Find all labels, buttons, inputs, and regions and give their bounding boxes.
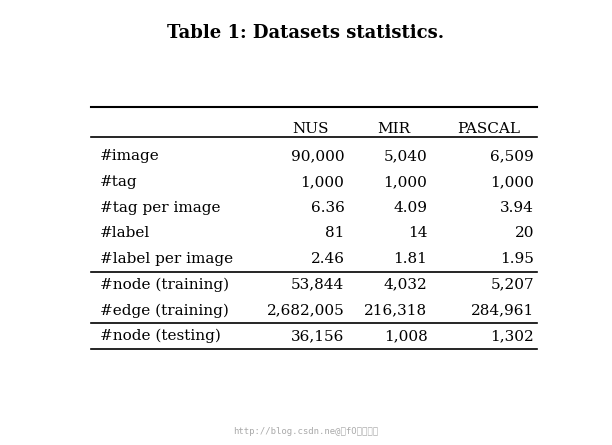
Text: 1,008: 1,008 [384,329,428,343]
Text: 216,318: 216,318 [364,303,428,317]
Text: #image: #image [100,149,160,163]
Text: 53,844: 53,844 [291,278,345,291]
Text: 90,000: 90,000 [291,149,345,163]
Text: 2,682,005: 2,682,005 [267,303,345,317]
Text: 1,000: 1,000 [300,175,345,189]
Text: 2.46: 2.46 [310,252,345,266]
Text: PASCAL: PASCAL [458,122,521,136]
Text: #edge (training): #edge (training) [100,303,229,318]
Text: 6.36: 6.36 [311,201,345,214]
Text: 284,961: 284,961 [471,303,534,317]
Text: 81: 81 [325,227,345,240]
Text: 20: 20 [515,227,534,240]
Text: 1.95: 1.95 [501,252,534,266]
Text: MIR: MIR [378,122,411,136]
Text: #tag: #tag [100,175,138,189]
Text: 1.81: 1.81 [394,252,428,266]
Text: 1,302: 1,302 [490,329,534,343]
Text: 3.94: 3.94 [501,201,534,214]
Text: 5,207: 5,207 [491,278,534,291]
Text: 1,000: 1,000 [490,175,534,189]
Text: #label: #label [100,227,151,240]
Text: NUS: NUS [292,122,329,136]
Text: http://blog.csdn.ne@方fO方方辉客: http://blog.csdn.ne@方fO方方辉客 [233,427,379,436]
Text: Table 1: Datasets statistics.: Table 1: Datasets statistics. [168,24,444,42]
Text: 6,509: 6,509 [490,149,534,163]
Text: #node (training): #node (training) [100,278,230,292]
Text: 36,156: 36,156 [291,329,345,343]
Text: 4,032: 4,032 [384,278,428,291]
Text: #label per image: #label per image [100,252,233,266]
Text: 4.09: 4.09 [394,201,428,214]
Text: 5,040: 5,040 [384,149,428,163]
Text: 14: 14 [408,227,428,240]
Text: #tag per image: #tag per image [100,201,221,214]
Text: #node (testing): #node (testing) [100,329,221,343]
Text: 1,000: 1,000 [384,175,428,189]
